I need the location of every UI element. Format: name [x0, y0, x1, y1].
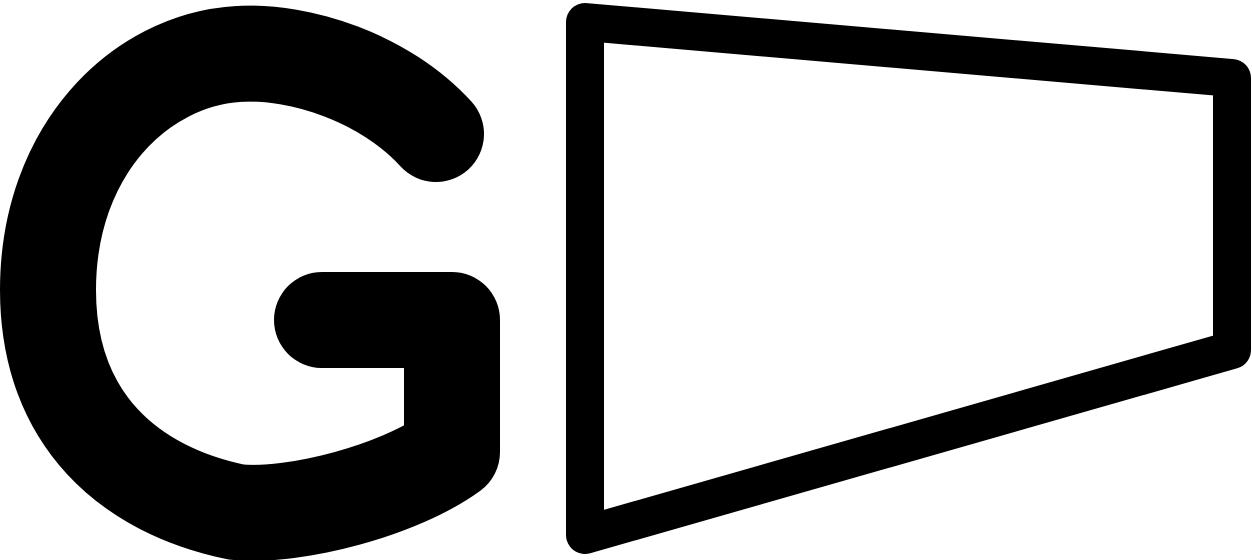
letter-g-icon [0, 5, 500, 560]
trapezoid-outline-icon [566, 3, 1251, 554]
